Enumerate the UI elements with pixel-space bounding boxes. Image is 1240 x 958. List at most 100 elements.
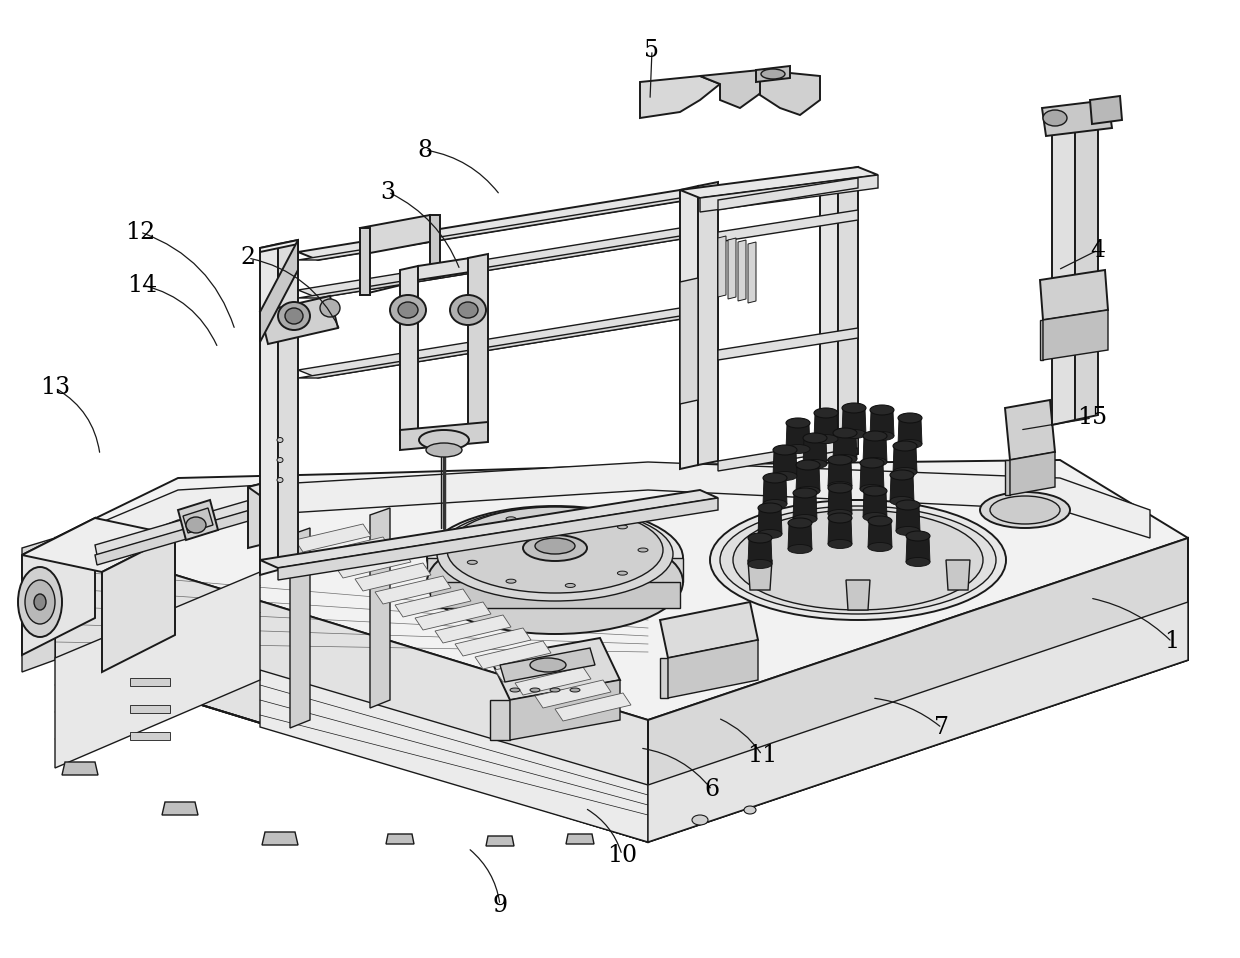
Polygon shape: [260, 244, 278, 575]
Polygon shape: [22, 518, 175, 572]
Polygon shape: [290, 528, 310, 728]
Polygon shape: [455, 628, 531, 656]
Polygon shape: [813, 413, 838, 439]
Polygon shape: [427, 558, 683, 582]
Ellipse shape: [796, 460, 820, 470]
Polygon shape: [486, 836, 515, 846]
Polygon shape: [396, 589, 471, 617]
Polygon shape: [370, 508, 391, 708]
Polygon shape: [897, 505, 920, 531]
Text: 3: 3: [381, 180, 396, 203]
Polygon shape: [718, 438, 858, 471]
Polygon shape: [893, 446, 918, 472]
Ellipse shape: [398, 302, 418, 318]
Ellipse shape: [828, 483, 852, 493]
Polygon shape: [95, 500, 252, 555]
Polygon shape: [360, 228, 370, 295]
Ellipse shape: [467, 560, 477, 564]
Polygon shape: [55, 572, 260, 768]
Ellipse shape: [861, 485, 884, 493]
Polygon shape: [278, 498, 718, 580]
Polygon shape: [510, 680, 620, 740]
Ellipse shape: [506, 580, 516, 583]
Polygon shape: [298, 316, 701, 378]
Ellipse shape: [868, 516, 892, 526]
Ellipse shape: [391, 295, 427, 325]
Ellipse shape: [277, 477, 283, 483]
Ellipse shape: [450, 295, 486, 325]
Text: 5: 5: [645, 38, 660, 61]
Ellipse shape: [529, 688, 539, 692]
Ellipse shape: [467, 536, 477, 539]
Polygon shape: [838, 167, 858, 458]
Ellipse shape: [842, 429, 866, 439]
Polygon shape: [22, 518, 95, 655]
Polygon shape: [1011, 452, 1055, 495]
Polygon shape: [262, 832, 298, 845]
Polygon shape: [898, 418, 923, 444]
Ellipse shape: [828, 510, 852, 518]
Polygon shape: [804, 438, 827, 464]
Polygon shape: [787, 523, 812, 549]
Ellipse shape: [720, 506, 996, 614]
Polygon shape: [828, 460, 852, 486]
Ellipse shape: [906, 531, 930, 541]
Polygon shape: [846, 580, 870, 610]
Ellipse shape: [436, 507, 673, 601]
Ellipse shape: [980, 492, 1070, 528]
Ellipse shape: [893, 468, 918, 476]
Ellipse shape: [763, 499, 787, 509]
Polygon shape: [1004, 460, 1011, 495]
Ellipse shape: [828, 513, 852, 523]
Polygon shape: [680, 278, 698, 404]
Text: 11: 11: [746, 743, 777, 766]
Polygon shape: [861, 463, 884, 489]
Polygon shape: [786, 423, 810, 449]
Ellipse shape: [813, 408, 838, 418]
Ellipse shape: [711, 500, 1006, 620]
Text: 6: 6: [704, 779, 719, 802]
Polygon shape: [794, 493, 817, 519]
Polygon shape: [435, 615, 511, 643]
Ellipse shape: [863, 458, 887, 467]
Ellipse shape: [898, 413, 923, 423]
Polygon shape: [95, 462, 1149, 552]
Polygon shape: [1052, 115, 1075, 425]
Polygon shape: [828, 518, 852, 544]
Ellipse shape: [427, 443, 463, 457]
Polygon shape: [55, 460, 1188, 720]
Ellipse shape: [842, 403, 866, 413]
Ellipse shape: [833, 428, 857, 438]
Text: 13: 13: [40, 376, 71, 399]
Polygon shape: [500, 648, 595, 682]
Polygon shape: [335, 550, 410, 578]
Ellipse shape: [744, 806, 756, 814]
Ellipse shape: [761, 69, 785, 79]
Polygon shape: [102, 535, 175, 672]
Text: 12: 12: [125, 220, 155, 243]
Polygon shape: [95, 510, 252, 565]
Ellipse shape: [794, 488, 817, 498]
Polygon shape: [490, 700, 510, 740]
Ellipse shape: [763, 473, 787, 483]
Polygon shape: [298, 228, 701, 298]
Ellipse shape: [285, 308, 303, 324]
Polygon shape: [946, 560, 970, 590]
Ellipse shape: [897, 500, 920, 510]
Polygon shape: [796, 465, 820, 491]
Polygon shape: [748, 242, 756, 303]
Ellipse shape: [804, 433, 827, 443]
Polygon shape: [22, 538, 55, 672]
Ellipse shape: [813, 435, 838, 444]
Ellipse shape: [773, 445, 797, 455]
Polygon shape: [738, 240, 746, 301]
Polygon shape: [828, 488, 852, 514]
Text: 14: 14: [126, 273, 157, 296]
Polygon shape: [260, 296, 339, 344]
Polygon shape: [490, 638, 620, 700]
Polygon shape: [430, 582, 680, 608]
Polygon shape: [355, 563, 432, 591]
Ellipse shape: [25, 580, 55, 624]
Ellipse shape: [277, 458, 283, 463]
Polygon shape: [298, 236, 701, 298]
